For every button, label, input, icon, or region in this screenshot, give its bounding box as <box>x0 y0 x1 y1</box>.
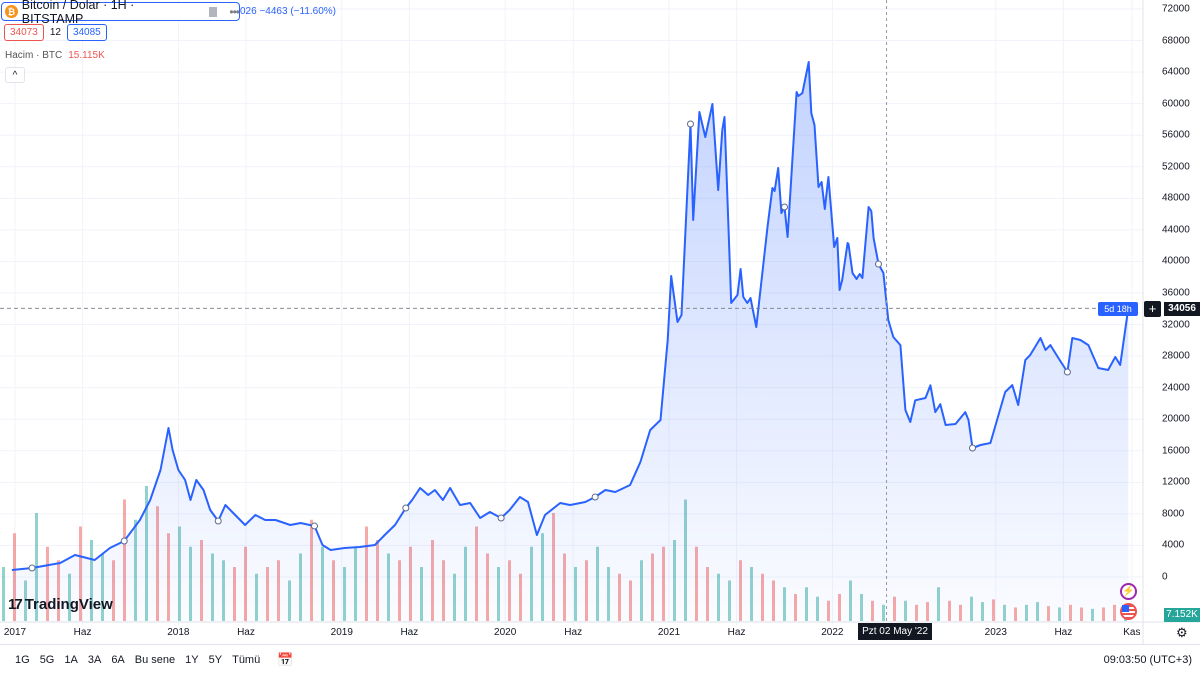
logo-text: TradingView <box>24 596 113 613</box>
tradingview-icon: 17 <box>8 596 23 613</box>
y-tick-label: 28000 <box>1162 350 1190 362</box>
volume-bar <box>2 567 5 621</box>
y-tick-label: 56000 <box>1162 129 1190 141</box>
x-tick-label: Haz <box>564 627 583 638</box>
y-tick-label: 32000 <box>1162 319 1190 331</box>
x-tick-label: Kas <box>1123 627 1141 638</box>
y-tick-label: 36000 <box>1162 287 1190 299</box>
range-3m[interactable]: 3A <box>87 654 102 666</box>
series-marker <box>968 444 976 452</box>
y-tick-label: 64000 <box>1162 66 1190 78</box>
y-tick-label: 72000 <box>1162 3 1190 15</box>
bar-countdown: 5d 18h <box>1098 302 1138 316</box>
range-1y[interactable]: 1Y <box>185 654 199 666</box>
clock[interactable]: 09:03:50 (UTC+3) <box>1103 654 1192 666</box>
x-tick-label: 2022 <box>821 627 844 638</box>
price-area <box>11 62 1129 622</box>
bottom-toolbar: 1G 5G 1A 3A 6A Bu sene 1Y 5Y Tümü 📅 09:0… <box>0 644 1200 675</box>
more-icon[interactable]: ••• <box>229 4 240 19</box>
price-line <box>11 61 1130 571</box>
tradingview-logo[interactable]: 17 TradingView <box>8 596 113 613</box>
series-marker <box>120 537 128 545</box>
x-tick-label: 2018 <box>167 627 190 638</box>
gear-icon[interactable]: ⚙ <box>1176 625 1188 640</box>
x-tick-label: 2020 <box>494 627 517 638</box>
x-tick-label: 2017 <box>3 627 27 638</box>
range-ytd[interactable]: Bu sene <box>134 654 176 666</box>
range-all[interactable]: Tümü <box>232 654 261 666</box>
last-price-tag: 34056 <box>1164 302 1200 316</box>
y-tick-label: 0 <box>1162 571 1168 583</box>
series-marker <box>310 522 318 530</box>
lightning-icon[interactable]: ⚡ <box>1120 583 1137 600</box>
series-marker <box>1063 368 1071 376</box>
series-marker <box>28 564 36 572</box>
y-tick-label: 24000 <box>1162 382 1190 394</box>
x-tick-label: Haz <box>727 627 746 638</box>
last-volume-tag: 7.152K <box>1164 608 1200 622</box>
series-marker <box>591 493 599 501</box>
range-6m[interactable]: 6A <box>111 654 125 666</box>
y-tick-label: 12000 <box>1162 476 1190 488</box>
series-marker <box>780 203 788 211</box>
crosshair-date-label: Pzt 02 May '22 <box>858 623 932 640</box>
y-tick-label: 48000 <box>1162 192 1190 204</box>
x-tick-label: Haz <box>73 627 92 638</box>
bitcoin-icon: ₿ <box>5 5 18 18</box>
us-flag-icon[interactable] <box>1120 603 1137 620</box>
series-marker <box>686 120 694 128</box>
series-marker <box>874 260 882 268</box>
y-tick-label: 8000 <box>1162 508 1185 520</box>
x-tick-label: Haz <box>1054 627 1073 638</box>
symbol-title: Bitcoin / Dolar · 1H · BITSTAMP <box>21 0 135 26</box>
series-marker <box>497 514 505 522</box>
buy-price-button[interactable]: 34085 <box>66 24 107 41</box>
y-tick-label: 60000 <box>1162 98 1190 110</box>
y-tick-label: 4000 <box>1162 539 1185 551</box>
x-tick-label: 2019 <box>330 627 353 638</box>
x-tick-label: Haz <box>237 627 255 638</box>
series-marker <box>402 504 410 512</box>
flag-icon[interactable] <box>208 6 218 17</box>
y-tick-label: 68000 <box>1162 35 1190 47</box>
y-tick-label: 44000 <box>1162 224 1190 236</box>
price-change: 026 −4463 (−11.60%) <box>240 6 337 17</box>
x-tick-label: Haz <box>400 627 419 638</box>
sell-price-button[interactable]: 34073 <box>4 24 44 41</box>
x-tick-label: 2021 <box>657 627 681 638</box>
y-tick-label: 20000 <box>1162 413 1190 425</box>
spread: 12 <box>49 27 61 38</box>
range-5y[interactable]: 5Y <box>208 654 223 666</box>
volume-legend-value: 15.115K <box>68 50 105 61</box>
price-chart[interactable] <box>0 0 1200 645</box>
symbol-legend[interactable]: ₿ Bitcoin / Dolar · 1H · BITSTAMP ••• <box>1 0 240 26</box>
volume-legend-label: Hacim · BTC <box>5 50 63 61</box>
y-tick-label: 52000 <box>1162 161 1190 173</box>
chevron-up-icon[interactable]: ^ <box>5 67 25 83</box>
range-1d[interactable]: 1G <box>15 654 30 666</box>
series-marker <box>214 517 222 525</box>
range-5d[interactable]: 5G <box>39 654 55 666</box>
y-tick-label: 16000 <box>1162 445 1190 457</box>
y-tick-label: 40000 <box>1162 255 1190 267</box>
plus-icon[interactable]: + <box>1144 301 1161 317</box>
calendar-icon[interactable]: 📅 <box>277 652 294 667</box>
x-tick-label: 2023 <box>984 627 1007 638</box>
range-1m[interactable]: 1A <box>64 654 78 666</box>
